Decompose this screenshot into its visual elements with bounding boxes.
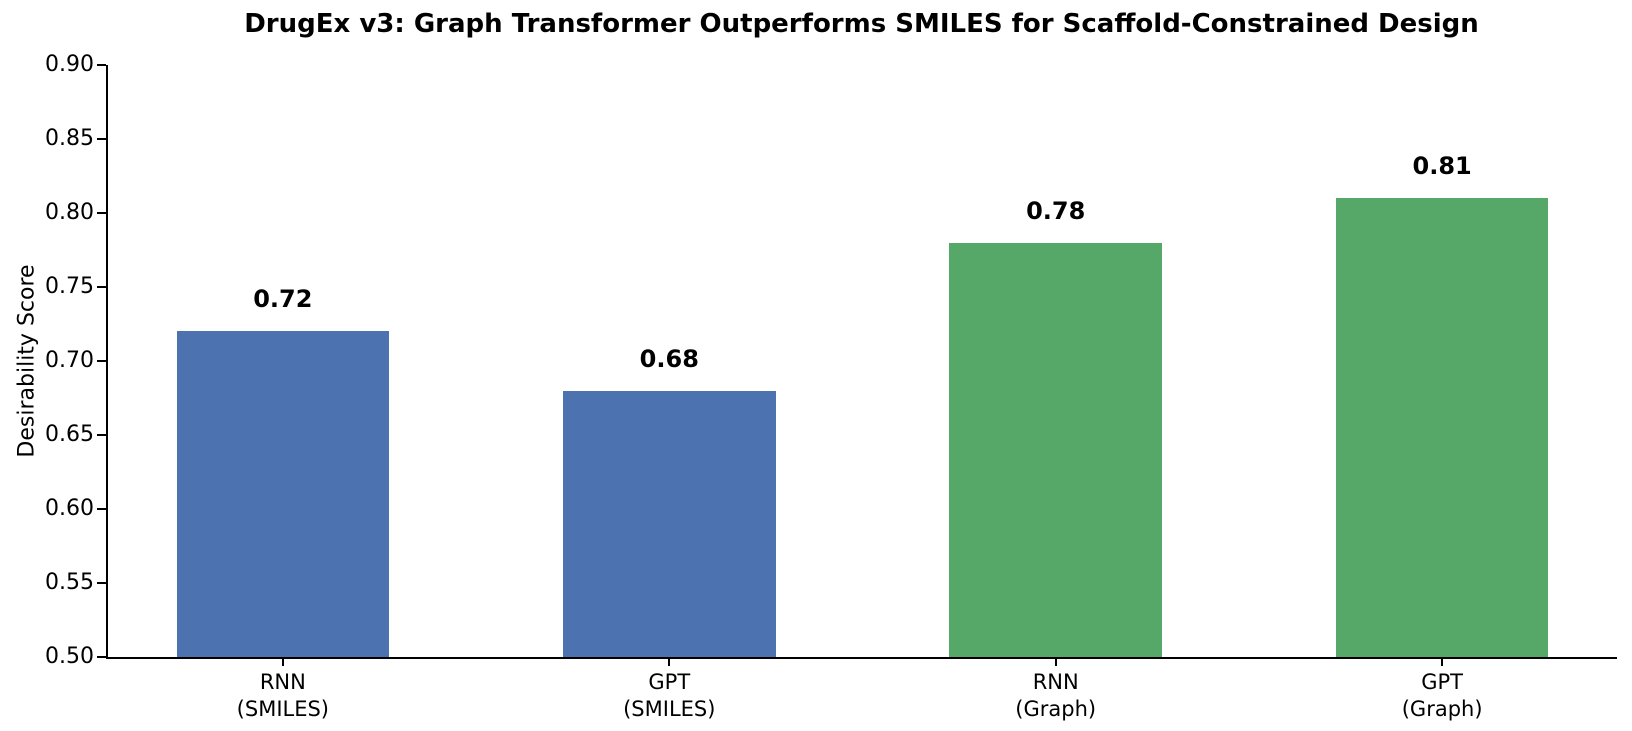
y-tick-mark — [97, 64, 106, 66]
x-tick-label: GPT (SMILES) — [623, 670, 716, 721]
y-tick-label: 0.55 — [45, 570, 94, 595]
chart-title: DrugEx v3: Graph Transformer Outperforms… — [244, 9, 1479, 39]
bar-value-label: 0.81 — [1412, 152, 1472, 181]
y-tick-mark — [97, 508, 106, 510]
bar-value-label: 0.68 — [639, 344, 699, 373]
y-tick-label: 0.60 — [45, 496, 94, 521]
bar-gpt-smiles — [563, 390, 776, 657]
bar-value-label: 0.78 — [1026, 196, 1086, 225]
bar-value-label: 0.72 — [253, 285, 313, 314]
x-tick-mark — [1441, 657, 1444, 666]
x-tick-mark — [281, 657, 284, 666]
y-tick-label: 0.50 — [45, 644, 94, 669]
bar-rnn-graph — [949, 242, 1162, 657]
y-tick-label: 0.85 — [45, 126, 94, 151]
y-tick-mark — [97, 582, 106, 584]
bar-gpt-graph — [1335, 198, 1549, 657]
x-tick-mark — [668, 657, 671, 666]
y-tick-mark — [97, 286, 106, 288]
y-tick-mark — [97, 212, 106, 214]
y-tick-mark — [97, 434, 106, 436]
x-tick-label: RNN (Graph) — [1015, 670, 1097, 721]
y-tick-mark — [97, 656, 106, 658]
x-tick-label: RNN (SMILES) — [236, 670, 329, 721]
y-tick-label: 0.75 — [45, 274, 94, 299]
plot-area — [106, 65, 1617, 659]
y-tick-mark — [97, 138, 106, 140]
x-tick-mark — [1054, 657, 1057, 666]
y-tick-label: 0.70 — [45, 348, 94, 373]
y-tick-mark — [97, 360, 106, 362]
bar-rnn-smiles — [176, 331, 390, 657]
x-tick-label: GPT (Graph) — [1401, 670, 1483, 721]
y-tick-label: 0.80 — [45, 200, 94, 225]
y-tick-label: 0.65 — [45, 422, 94, 447]
y-tick-label: 0.90 — [45, 52, 94, 77]
